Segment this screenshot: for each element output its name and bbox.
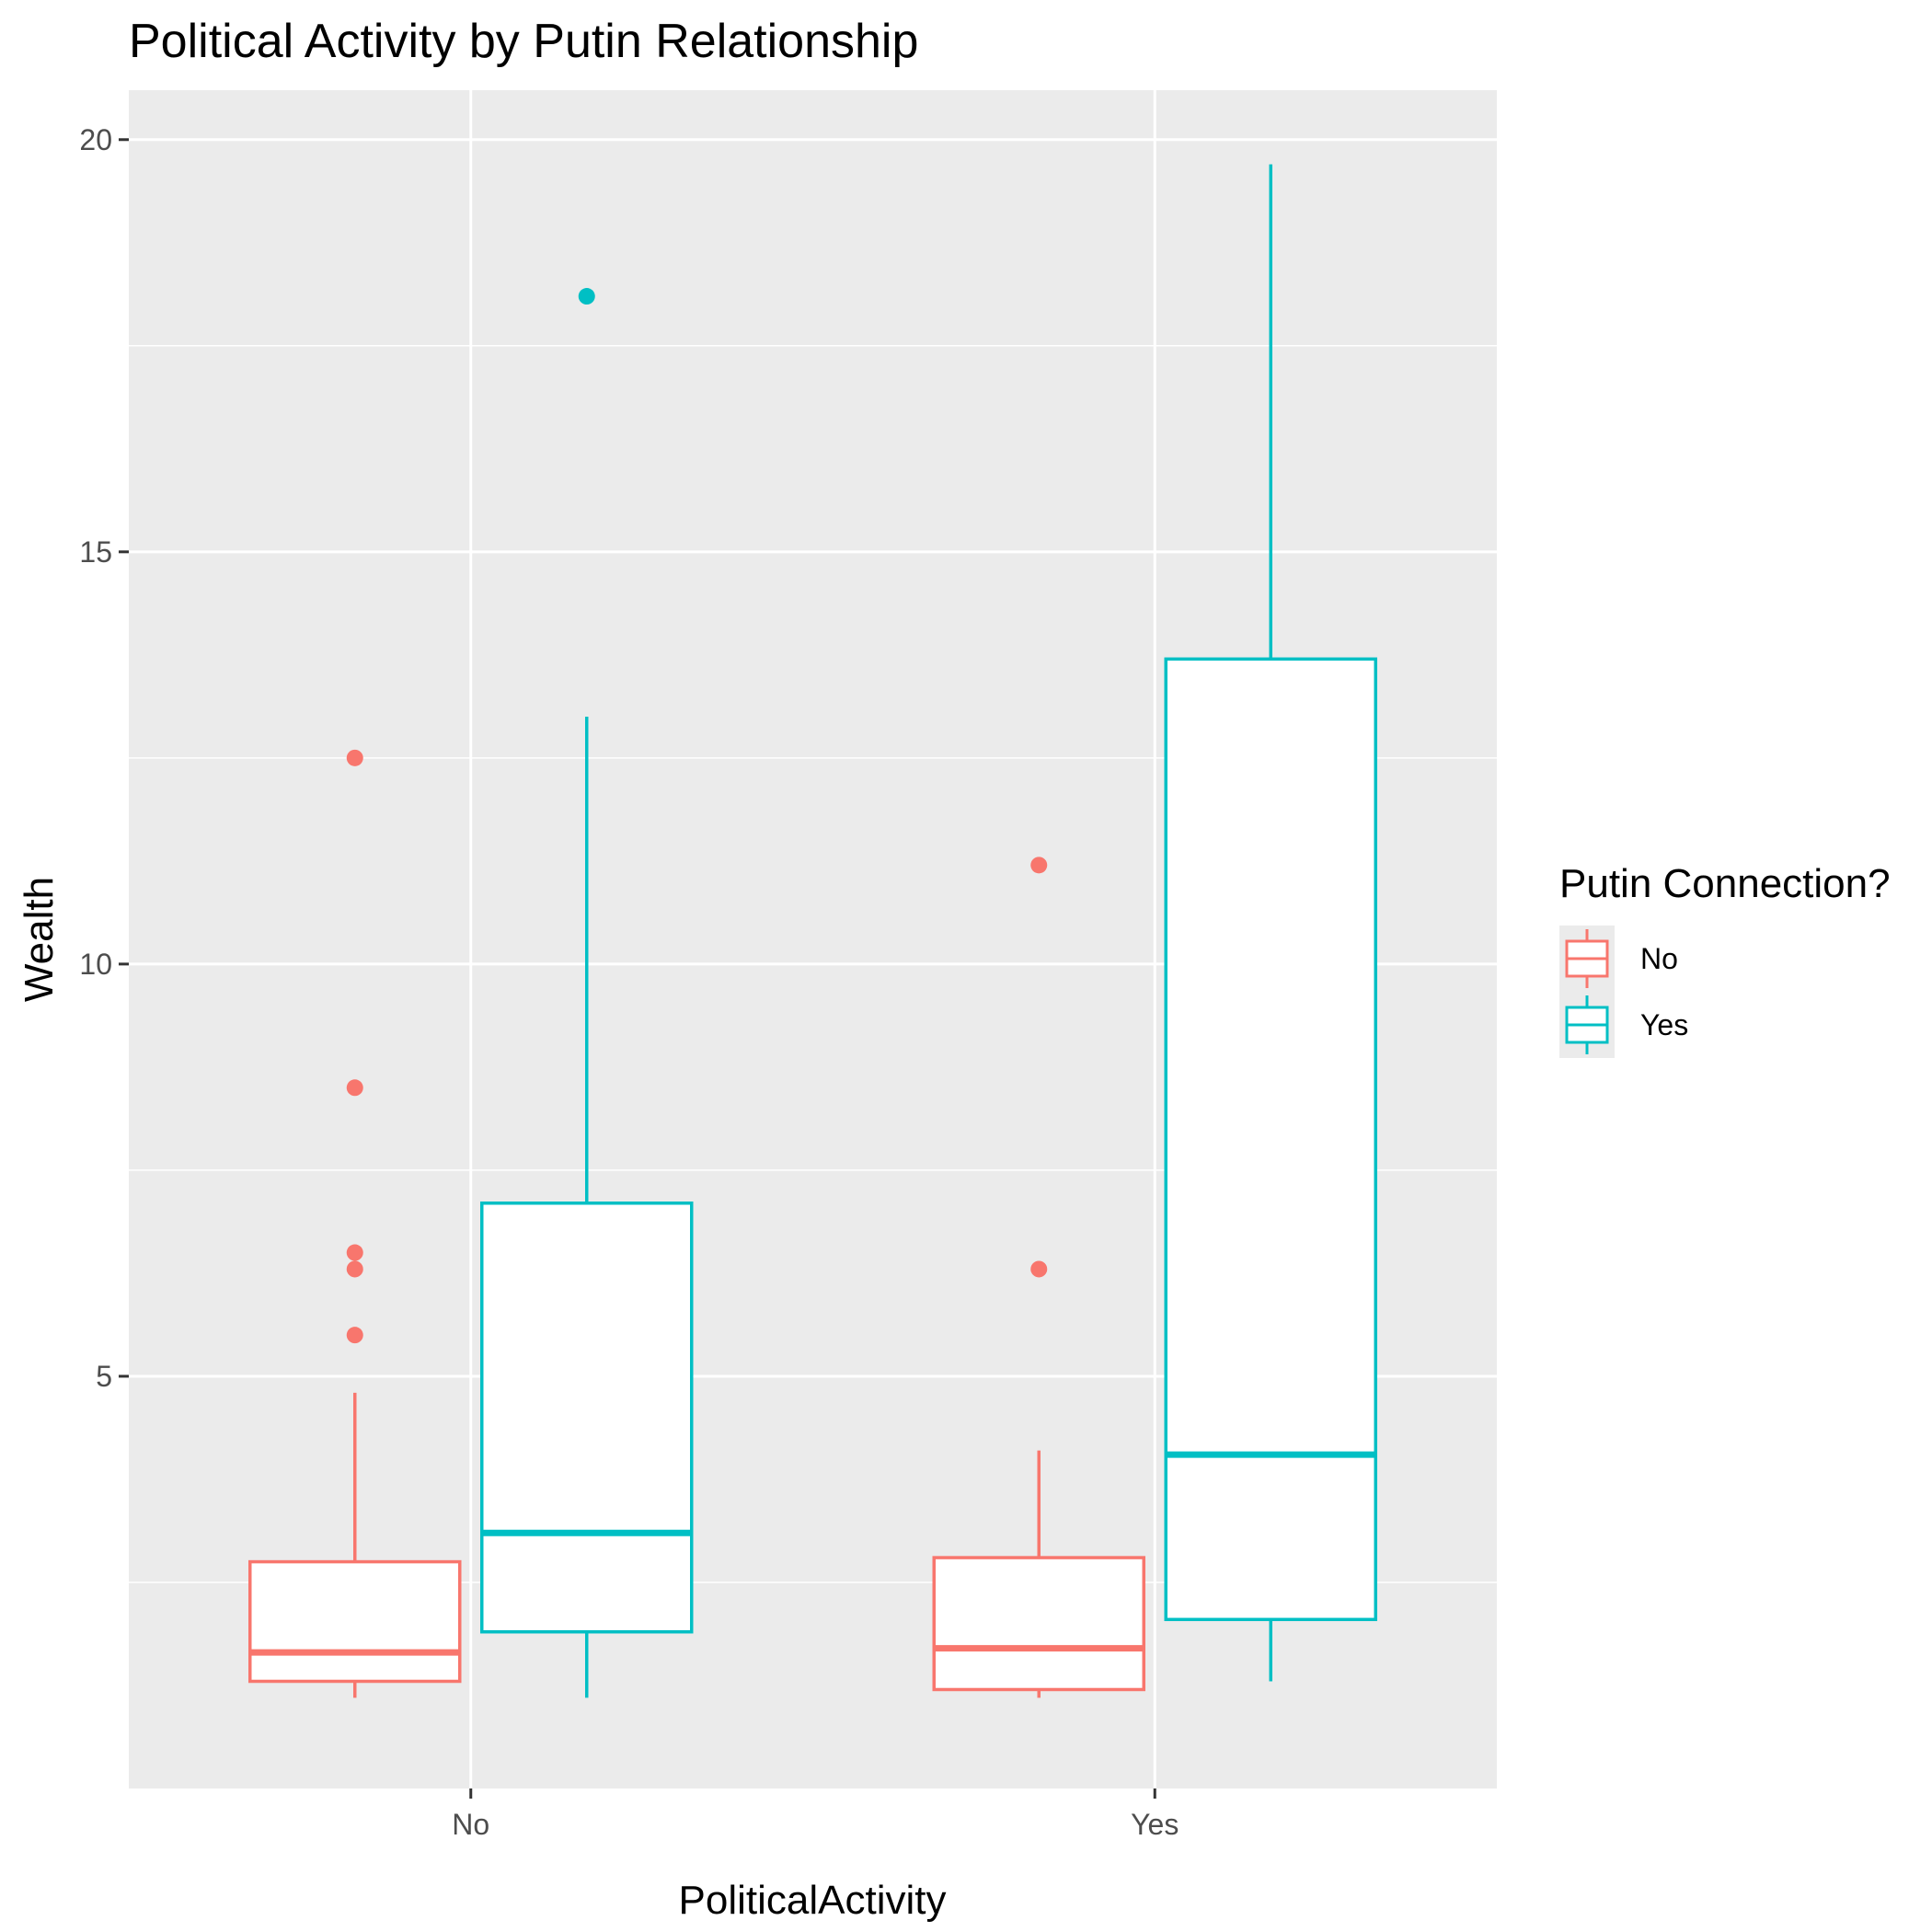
outlier-point (346, 1244, 363, 1261)
y-tick-label: 15 (79, 535, 112, 569)
iqr-box (932, 1556, 1145, 1692)
outlier-point (346, 1079, 363, 1097)
iqr-box (248, 1559, 462, 1684)
legend-items: No Yes (1559, 926, 1688, 1058)
box-no-yes (932, 857, 1145, 1698)
legend-item-yes: Yes (1565, 995, 1688, 1054)
legend-title: Putin Connection? (1559, 861, 1891, 906)
outlier-point (578, 288, 595, 305)
outlier-point (346, 1260, 363, 1278)
x-tick-label: Yes (1131, 1808, 1179, 1841)
box-yes-yes (1164, 164, 1377, 1682)
x-tick-label: No (452, 1808, 489, 1841)
boxes (248, 164, 1377, 1698)
y-tick-label: 10 (79, 948, 112, 981)
legend: Putin Connection? No Yes (1559, 861, 1891, 1058)
legend-label: No (1640, 942, 1678, 975)
legend-item-no: No (1565, 929, 1678, 988)
outlier-point (346, 1327, 363, 1344)
gridlines (129, 90, 1497, 1788)
outlier-point (1030, 857, 1048, 874)
chart-title: Political Activity by Putin Relationship (129, 15, 918, 68)
x-axis-title: PoliticalActivity (679, 1878, 947, 1923)
axes: 5 10 15 20 No Yes (79, 123, 1179, 1841)
legend-label: Yes (1640, 1008, 1688, 1041)
y-tick-label: 5 (96, 1360, 112, 1393)
iqr-box (1164, 657, 1377, 1622)
outlier-point (1030, 1260, 1048, 1278)
y-axis-title: Wealth (17, 877, 62, 1002)
box-no-no (248, 749, 462, 1698)
outlier-point (346, 749, 363, 766)
y-tick-label: 20 (79, 123, 112, 156)
iqr-box (480, 1202, 694, 1634)
box-yes-no (480, 288, 694, 1698)
